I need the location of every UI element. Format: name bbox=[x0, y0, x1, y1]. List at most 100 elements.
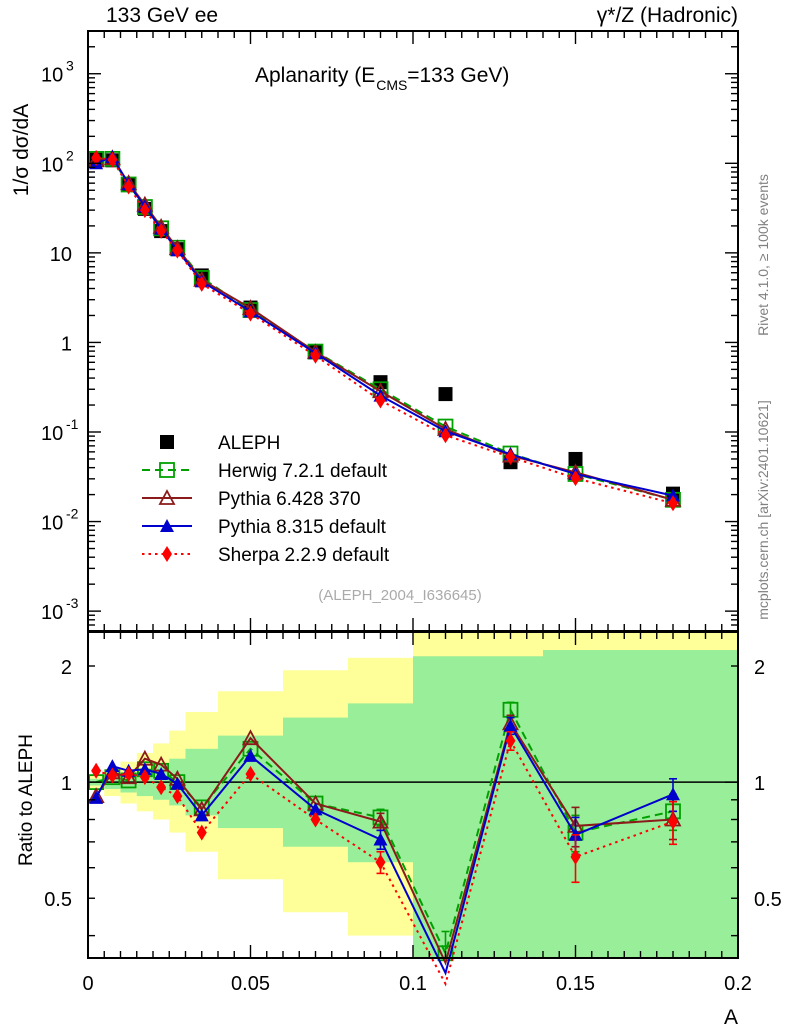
side-label-rivet: Rivet 4.1.0, ≥ 100k events bbox=[755, 174, 771, 336]
legend-item-herwig-7-2-1-default: Herwig 7.2.1 default bbox=[142, 461, 388, 482]
marker-diamond-filled bbox=[91, 762, 102, 779]
marker-square-filled bbox=[160, 435, 174, 449]
marker-diamond-filled bbox=[310, 811, 321, 828]
svg-text:Aplanarity (E: Aplanarity (E bbox=[255, 64, 375, 87]
series-pythia-8-315-default bbox=[89, 149, 680, 502]
marker-diamond-filled bbox=[310, 347, 321, 364]
x-tick-label: 0 bbox=[82, 973, 93, 995]
marker-triangle-filled bbox=[373, 832, 388, 846]
marker-triangle-filled bbox=[154, 766, 169, 780]
ratio-y-tick-label-right: 1 bbox=[754, 773, 765, 795]
ratio-panel-series bbox=[87, 701, 682, 987]
marker-square-open bbox=[159, 462, 175, 478]
marker-square-filled bbox=[568, 451, 583, 466]
marker-diamond-filled bbox=[123, 765, 134, 782]
header-left: 133 GeV ee bbox=[106, 4, 218, 27]
marker-diamond-filled bbox=[245, 305, 256, 322]
marker-diamond-filled bbox=[156, 222, 167, 239]
marker-diamond-filled bbox=[375, 854, 386, 871]
marker-diamond-filled bbox=[107, 151, 118, 168]
marker-diamond-filled bbox=[505, 449, 516, 466]
y-tick-label: 10 -1 bbox=[41, 416, 79, 445]
legend-item-pythia-6-428-370: Pythia 6.428 370 bbox=[142, 489, 361, 510]
marker-diamond-filled bbox=[570, 848, 581, 865]
marker-square-filled bbox=[438, 387, 453, 402]
series-line bbox=[95, 157, 674, 501]
svg-text:10: 10 bbox=[41, 423, 63, 445]
marker-triangle-filled bbox=[105, 759, 120, 773]
legend-label: ALEPH bbox=[218, 433, 280, 454]
marker-diamond-filled bbox=[570, 470, 581, 487]
series-herwig-7-2-1-default bbox=[88, 150, 681, 508]
title-subscript: CMS bbox=[376, 77, 407, 93]
svg-text:-3: -3 bbox=[66, 595, 79, 611]
main-title: Aplanarity (E CMS =133 GeV) bbox=[255, 64, 509, 93]
axis-ticks bbox=[87, 31, 739, 958]
marker-triangle-filled bbox=[308, 802, 323, 816]
marker-diamond-filled bbox=[156, 779, 167, 796]
legend-item-aleph: ALEPH bbox=[160, 433, 280, 454]
marker-diamond-filled bbox=[172, 788, 183, 805]
ratio-y-axis-label: Ratio to ALEPH bbox=[16, 734, 37, 866]
series-sherpa-2-2-9-default bbox=[91, 149, 678, 512]
marker-diamond-filled bbox=[196, 824, 207, 841]
legend-label: Herwig 7.2.1 default bbox=[218, 461, 388, 482]
main-panel-series bbox=[87, 149, 682, 512]
ratio-series-sherpa-2-2-9-default bbox=[91, 731, 678, 987]
marker-diamond-filled bbox=[668, 495, 678, 512]
series-aleph bbox=[89, 152, 680, 501]
marker-diamond-filled bbox=[505, 732, 516, 749]
legend-label: Pythia 8.315 default bbox=[218, 517, 387, 538]
marker-diamond-filled bbox=[440, 427, 451, 444]
svg-text:10: 10 bbox=[41, 154, 63, 176]
x-axis-label: A bbox=[724, 1006, 738, 1024]
ratio-y-tick-label-right: 0.5 bbox=[754, 889, 782, 911]
marker-triangle-filled bbox=[666, 488, 680, 502]
marker-diamond-filled bbox=[668, 813, 678, 830]
legend-label: Sherpa 2.2.9 default bbox=[218, 545, 390, 566]
marker-triangle-filled bbox=[666, 787, 680, 801]
marker-triangle-filled bbox=[503, 718, 518, 732]
x-tick-label: 0.05 bbox=[231, 973, 270, 995]
marker-diamond-filled bbox=[375, 392, 386, 409]
ratio-line bbox=[95, 738, 674, 987]
marker-diamond-filled bbox=[196, 275, 207, 292]
svg-text:10: 10 bbox=[41, 602, 63, 624]
svg-text:10: 10 bbox=[41, 65, 63, 87]
marker-diamond-filled bbox=[139, 769, 150, 786]
header-right: γ*/Z (Hadronic) bbox=[597, 4, 738, 27]
svg-text:10: 10 bbox=[50, 244, 72, 266]
y-tick-label: 10 -3 bbox=[41, 595, 79, 624]
y-tick-label: 10 2 bbox=[41, 147, 74, 176]
marker-diamond-filled bbox=[245, 765, 256, 782]
legend-label: Pythia 6.428 370 bbox=[218, 489, 361, 510]
analysis-watermark: (ALEPH_2004_I636645) bbox=[318, 587, 481, 604]
series-line bbox=[96, 156, 674, 505]
y-tick-label: 1 bbox=[61, 333, 72, 355]
ratio-y-tick-label: 2 bbox=[61, 657, 72, 679]
main-y-axis-label: 1/σ dσ/dA bbox=[10, 104, 33, 196]
green-band bbox=[88, 650, 738, 958]
marker-diamond-filled bbox=[107, 767, 118, 784]
marker-triangle-filled bbox=[170, 776, 185, 790]
y-tick-label: 10 3 bbox=[41, 58, 74, 87]
series-pythia-6-428-370 bbox=[87, 149, 682, 507]
marker-diamond-filled bbox=[123, 178, 134, 195]
marker-triangle-open bbox=[241, 729, 260, 746]
main-panel-frame bbox=[87, 30, 739, 632]
svg-text:3: 3 bbox=[66, 58, 74, 74]
marker-diamond-filled bbox=[172, 242, 183, 259]
marker-triangle-filled bbox=[89, 790, 104, 804]
title-rest: =133 GeV) bbox=[407, 64, 509, 87]
x-tick-label: 0.1 bbox=[399, 973, 427, 995]
x-tick-label: 0.15 bbox=[556, 973, 595, 995]
marker-triangle-open bbox=[158, 489, 176, 505]
marker-triangle-filled bbox=[137, 762, 152, 776]
ratio-y-tick-label: 0.5 bbox=[44, 889, 72, 911]
svg-text:-1: -1 bbox=[66, 416, 79, 432]
series-line bbox=[95, 155, 674, 497]
ratio-y-tick-label-right: 2 bbox=[754, 657, 765, 679]
marker-diamond-filled bbox=[91, 149, 102, 166]
